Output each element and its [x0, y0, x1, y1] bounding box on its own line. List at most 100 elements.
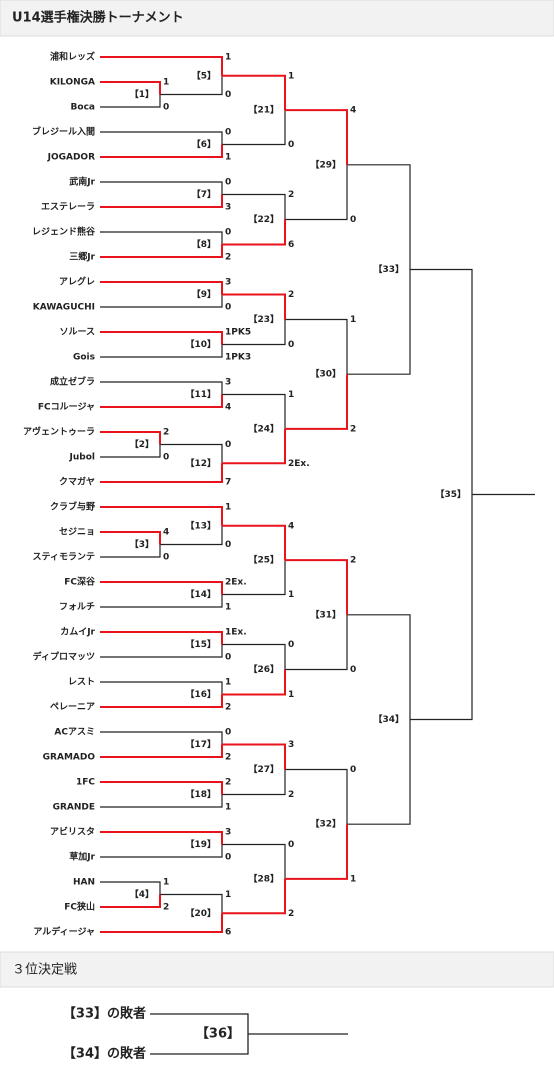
- match-label: 【35】: [435, 489, 466, 500]
- team-name: ディプロマッツ: [33, 651, 95, 663]
- score: 3: [288, 740, 294, 750]
- match-label: 【23】: [248, 314, 279, 325]
- score: 0: [288, 840, 294, 850]
- match-label: 【27】: [248, 764, 279, 775]
- score: 0: [163, 553, 169, 563]
- score: 1: [350, 315, 356, 325]
- score: 2: [350, 556, 356, 566]
- score: 1: [163, 878, 169, 888]
- score: 2Ex.: [225, 578, 247, 588]
- team-name: KAWAGUCHI: [33, 303, 95, 313]
- team-name: FCコルージャ: [38, 402, 95, 413]
- team-name: アルディージャ: [33, 926, 95, 938]
- match-label: 【16】: [185, 689, 216, 700]
- score: 1: [288, 71, 294, 81]
- score: 1: [225, 803, 231, 813]
- score: 0: [225, 90, 231, 100]
- score: 1: [288, 390, 294, 400]
- match-label: 【34】: [373, 714, 404, 725]
- match-label: 【17】: [185, 739, 216, 750]
- score: 2: [163, 428, 169, 438]
- entry: 【33】の敗者: [63, 1006, 146, 1022]
- score: 3: [225, 828, 231, 838]
- team-name: Jubol: [69, 453, 95, 463]
- match-label: 【31】: [310, 609, 341, 620]
- score: 0: [288, 640, 294, 650]
- score: 1: [225, 890, 231, 900]
- score: 3: [225, 203, 231, 213]
- team-name: クラブ与野: [50, 501, 95, 513]
- team-name: 草加Jr: [69, 851, 95, 863]
- score: 2: [225, 778, 231, 788]
- team-name: ソルース: [59, 327, 95, 338]
- team-name: エステレーラ: [41, 202, 95, 213]
- score: 2: [288, 790, 294, 800]
- match-label: 【19】: [185, 839, 216, 850]
- score: 1: [288, 690, 294, 700]
- score: 2Ex.: [288, 459, 310, 469]
- team-name: カムイJr: [60, 627, 95, 638]
- bracket-line: [100, 75, 535, 914]
- team-name: GRANDE: [53, 803, 95, 813]
- section-title: ３位決定戦: [12, 963, 77, 978]
- score: 1: [225, 503, 231, 513]
- match-label: 【22】: [248, 214, 279, 225]
- score: 1PK5: [225, 328, 251, 338]
- score: 0: [225, 228, 231, 238]
- match-label: 【13】: [185, 520, 216, 531]
- team-name: 浦和レッズ: [50, 51, 95, 63]
- team-name: 1FC: [76, 778, 95, 788]
- header-band: [0, 0, 554, 37]
- team-name: HAN: [73, 878, 95, 888]
- match-label: 【4】: [130, 889, 154, 900]
- score: 2: [225, 703, 231, 713]
- score: 0: [350, 215, 356, 225]
- score: 2: [163, 903, 169, 913]
- score: 0: [225, 540, 231, 550]
- match-label: 【25】: [248, 555, 279, 566]
- score: 2: [225, 753, 231, 763]
- team-name: スティモランテ: [33, 552, 95, 563]
- score: 0: [225, 303, 231, 313]
- match-label: 【21】: [248, 105, 279, 116]
- score: 6: [288, 240, 294, 250]
- score: 2: [350, 424, 356, 434]
- match-label: 【2】: [130, 439, 154, 450]
- match-label: 【7】: [192, 189, 216, 200]
- team-name: 武南Jr: [69, 176, 95, 188]
- score: 0: [288, 140, 294, 150]
- team-name: セジニョ: [59, 527, 95, 538]
- team-name: ACアスミ: [54, 727, 95, 738]
- entry: 【34】の敗者: [63, 1046, 146, 1062]
- team-name: アビリスタ: [50, 826, 95, 838]
- score: 0: [225, 440, 231, 450]
- score: 0: [288, 340, 294, 350]
- score: 1: [225, 603, 231, 613]
- score: 4: [350, 106, 356, 116]
- score: 0: [225, 728, 231, 738]
- team-name: レジェンド熊谷: [32, 226, 96, 238]
- match-label: 【9】: [192, 289, 216, 300]
- team-name: クマガヤ: [59, 476, 95, 488]
- team-name: JOGADOR: [47, 153, 95, 163]
- team-name: レスト: [68, 677, 95, 688]
- score: 0: [225, 853, 231, 863]
- match-label: 【33】: [373, 264, 404, 275]
- match-label: 【30】: [310, 369, 341, 380]
- score: 2: [288, 190, 294, 200]
- match-label: 【10】: [185, 339, 216, 350]
- team-name: フォルチ: [59, 602, 95, 613]
- match-label: 【6】: [192, 139, 216, 150]
- match-label: 【14】: [185, 589, 216, 600]
- team-name: Boca: [71, 103, 95, 113]
- score: 3: [225, 378, 231, 388]
- score: 4: [163, 528, 169, 538]
- match-label: 【5】: [192, 70, 216, 81]
- score: 0: [350, 765, 356, 775]
- match-label: 【29】: [310, 159, 341, 170]
- team-name: 三郷Jr: [69, 251, 95, 263]
- score: 0: [225, 128, 231, 138]
- score: 6: [225, 928, 231, 938]
- team-name: FC狭山: [64, 901, 95, 913]
